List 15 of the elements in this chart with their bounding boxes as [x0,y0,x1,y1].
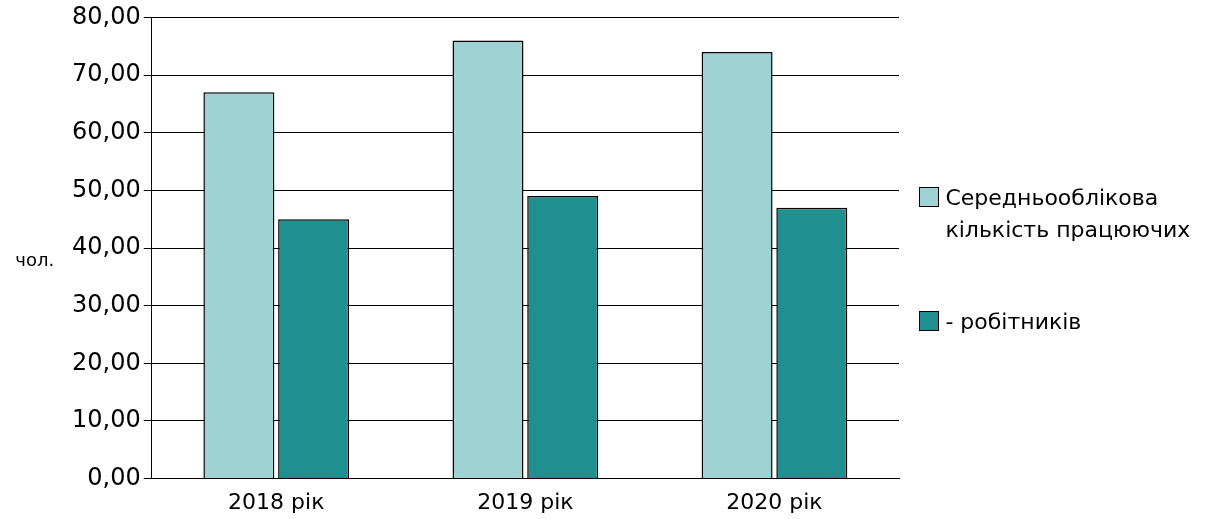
y-tick-label: 0,00 [87,462,142,491]
x-tick-label: 2019 рік [477,488,574,514]
y-tick-label: 70,00 [72,59,142,88]
y-tick-label: 20,00 [72,347,142,376]
y-tick-label: 40,00 [72,232,142,261]
y-axis-title: чол. [14,248,56,272]
y-tick-label: 80,00 [72,1,142,30]
x-tick-label: 2018 рік [228,488,325,514]
y-tick-label: 60,00 [72,116,142,145]
legend-label: Середньооблікова кількість працюючих [945,183,1192,244]
y-tick-label: 30,00 [72,289,142,318]
y-tick-label: 10,00 [72,405,142,434]
y-tick-label: 50,00 [72,174,142,203]
legend-label: - робітників [945,307,1082,336]
x-tick-label: 2020 рік [726,488,824,514]
